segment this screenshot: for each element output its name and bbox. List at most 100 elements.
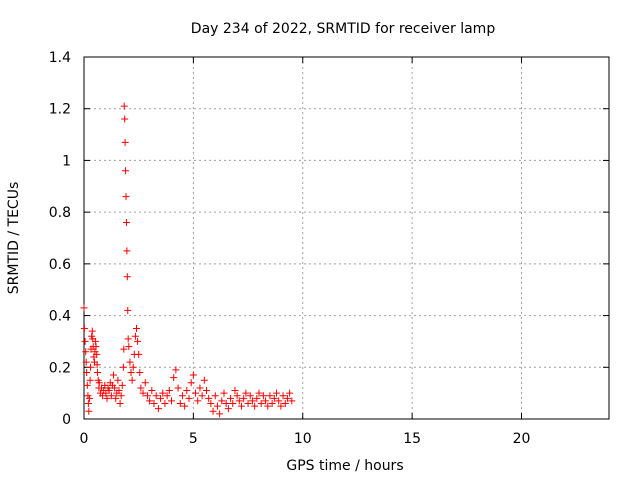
- data-point: [235, 397, 243, 405]
- data-point: [124, 306, 132, 314]
- data-point: [146, 397, 154, 405]
- data-point: [121, 138, 129, 146]
- data-point: [133, 325, 140, 332]
- data-point: [174, 384, 182, 392]
- data-point: [83, 368, 91, 376]
- data-point: [251, 402, 259, 410]
- data-point: [242, 389, 250, 397]
- y-tick-label: 0.8: [49, 205, 71, 221]
- data-point: [273, 389, 280, 397]
- data-point: [95, 379, 103, 387]
- data-point: [117, 392, 125, 400]
- data-point: [123, 273, 131, 281]
- data-point: [205, 394, 213, 402]
- data-point: [270, 394, 278, 402]
- data-point: [253, 394, 261, 402]
- data-point: [88, 327, 96, 335]
- data-point: [123, 247, 131, 255]
- y-tick-label: 1: [62, 153, 71, 169]
- data-point: [154, 405, 162, 413]
- y-tick-label: 0.6: [49, 257, 71, 273]
- data-point: [143, 392, 151, 400]
- x-axis-label: GPS time / hours: [286, 458, 403, 474]
- data-point: [163, 392, 171, 400]
- data-point: [91, 337, 99, 345]
- data-point: [93, 361, 101, 369]
- data-point: [80, 325, 88, 332]
- x-tick-label: 5: [189, 431, 198, 447]
- data-point: [126, 358, 134, 366]
- data-points: [80, 102, 296, 418]
- data-point: [94, 368, 102, 376]
- x-tick-label: 15: [403, 431, 421, 447]
- x-axis-ticks: 0 5 10 15 20: [80, 57, 531, 447]
- data-point: [244, 399, 252, 407]
- data-point: [122, 218, 130, 226]
- grid: [84, 57, 609, 419]
- data-point: [82, 348, 90, 356]
- data-point: [148, 387, 156, 395]
- y-tick-label: 0.4: [49, 309, 71, 325]
- data-point: [240, 394, 248, 402]
- y-tick-label: 0: [62, 412, 71, 428]
- data-point: [116, 399, 124, 407]
- data-point: [233, 392, 241, 400]
- data-point: [159, 389, 167, 397]
- x-tick-label: 0: [80, 431, 89, 447]
- data-point: [119, 363, 127, 371]
- data-point: [257, 399, 265, 407]
- data-point: [112, 394, 120, 402]
- data-point: [134, 337, 142, 345]
- data-point: [161, 399, 169, 407]
- x-tick-label: 20: [513, 431, 531, 447]
- data-point: [118, 381, 126, 389]
- data-point: [150, 399, 158, 407]
- data-point: [137, 384, 145, 392]
- data-point: [183, 387, 191, 395]
- data-point: [220, 389, 228, 397]
- data-point: [283, 394, 291, 402]
- data-point: [209, 407, 217, 415]
- data-point: [222, 399, 230, 407]
- data-point: [114, 376, 122, 384]
- data-point: [122, 167, 130, 175]
- data-point: [80, 304, 88, 312]
- data-point: [207, 399, 215, 407]
- data-point: [141, 379, 149, 387]
- data-point: [187, 379, 195, 387]
- data-point: [121, 115, 129, 123]
- data-point: [107, 392, 115, 400]
- data-point: [227, 394, 235, 402]
- data-point: [115, 387, 123, 395]
- y-tick-label: 1.4: [49, 50, 71, 66]
- data-point: [248, 397, 256, 405]
- y-axis-ticks: 0 0.2 0.4 0.6 0.8 1 1.2 1.4: [49, 50, 609, 428]
- data-point: [127, 368, 135, 376]
- data-point: [82, 358, 90, 366]
- data-point: [85, 407, 93, 415]
- data-point: [213, 402, 221, 410]
- data-point: [105, 387, 113, 395]
- data-point: [189, 371, 197, 379]
- data-point: [125, 343, 133, 351]
- data-point: [87, 363, 95, 371]
- data-point: [128, 376, 136, 384]
- data-point: [264, 402, 272, 410]
- data-point: [172, 366, 180, 374]
- data-point: [200, 376, 208, 384]
- data-point: [111, 384, 119, 392]
- data-point: [286, 389, 294, 397]
- data-point: [152, 392, 160, 400]
- data-point: [238, 402, 245, 410]
- data-point: [229, 399, 237, 407]
- data-point: [120, 102, 128, 110]
- data-point: [131, 332, 139, 340]
- data-point: [136, 368, 144, 376]
- plot-frame: [83, 56, 610, 420]
- data-point: [203, 387, 210, 395]
- data-point: [178, 392, 186, 400]
- data-point: [262, 397, 270, 405]
- data-point: [211, 392, 219, 400]
- data-point: [231, 387, 239, 395]
